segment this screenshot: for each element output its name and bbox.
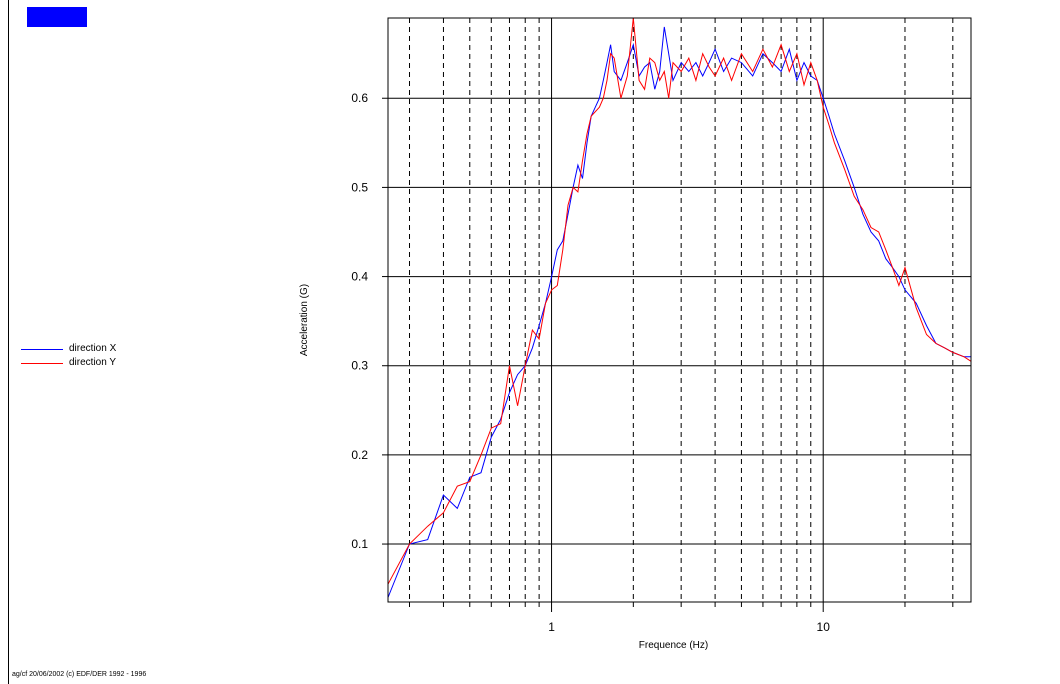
legend-swatch-red — [21, 362, 63, 364]
series-line-direction-y — [387, 17, 972, 585]
footer-credit: ag/cf 20/06/2002 (c) EDF/DER 1992 - 1996 — [12, 671, 147, 678]
legend-item-direction-y: direction Y — [21, 356, 116, 370]
x-tick-label: 1 — [548, 620, 555, 634]
y-tick-label: 0.1 — [351, 537, 368, 551]
plot-frame — [387, 17, 972, 603]
grid-lines — [388, 18, 971, 602]
y-tick-label: 0.2 — [351, 448, 368, 462]
y-tick-label: 0.4 — [351, 270, 368, 284]
legend-label: direction Y — [69, 357, 117, 368]
y-tick-label: 0.5 — [351, 180, 368, 194]
y-axis-label: Acceleration (G) — [299, 284, 310, 356]
y-tick-label: 0.3 — [351, 359, 368, 373]
series-line-direction-x — [387, 26, 971, 598]
legend-swatch-blue — [21, 348, 63, 350]
legend-label: direction X — [69, 343, 117, 354]
legend-item-direction-x: direction X — [21, 342, 116, 356]
y-axis-ticks: 0.1 0.2 0.3 0.4 0.5 0.6 — [351, 91, 388, 551]
blue-header-tab[interactable] — [27, 7, 87, 27]
x-axis-label: Frequence (Hz) — [639, 640, 708, 651]
series-lines — [387, 17, 972, 598]
left-border-rule — [8, 0, 9, 684]
x-axis-ticks: 1 10 — [409, 602, 954, 634]
x-tick-label: 10 — [817, 620, 831, 634]
chart-legend: direction X direction Y — [21, 342, 116, 370]
y-tick-label: 0.6 — [351, 91, 368, 105]
